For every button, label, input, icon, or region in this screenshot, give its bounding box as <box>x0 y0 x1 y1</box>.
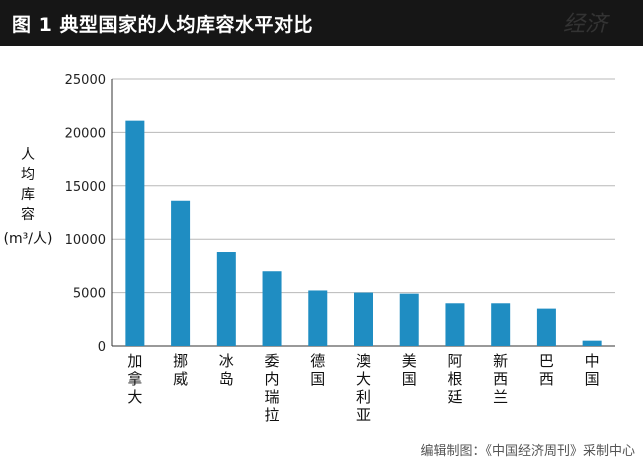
source-credit: 编辑制图：《中国经济周刊》采制中心 <box>420 440 635 459</box>
y-tick-label: 15000 <box>65 180 106 195</box>
x-tick-label: 澳 <box>356 352 371 370</box>
x-tick-label: 委 <box>265 352 280 370</box>
bar <box>583 341 602 346</box>
y-tick-label: 0 <box>98 340 106 355</box>
bar <box>354 293 373 346</box>
x-tick-label: 岛 <box>219 370 234 388</box>
x-tick-label: 阿 <box>447 352 462 370</box>
bar <box>308 290 327 346</box>
bar-chart: 0500010000150002000025000加拿大挪威冰岛委内瑞拉德国澳大… <box>0 0 643 465</box>
y-tick-label: 25000 <box>65 73 106 88</box>
bar <box>263 271 282 346</box>
x-tick-label: 大 <box>127 388 142 406</box>
bar <box>217 252 236 346</box>
bar <box>537 309 556 346</box>
x-tick-label: 瑞 <box>265 388 280 406</box>
x-tick-label: 根 <box>447 370 462 388</box>
x-tick-label: 中 <box>585 352 600 370</box>
x-tick-label: 威 <box>173 370 188 388</box>
x-tick-label: 国 <box>310 370 325 388</box>
y-tick-label: 10000 <box>65 233 106 248</box>
x-tick-label: 加 <box>127 352 142 370</box>
x-tick-label: 国 <box>402 370 417 388</box>
x-tick-label: 巴 <box>539 352 554 370</box>
bar <box>125 121 144 346</box>
bar <box>491 303 510 346</box>
x-tick-label: 兰 <box>493 388 508 406</box>
bar <box>171 201 190 346</box>
x-tick-label: 利 <box>356 388 371 406</box>
x-tick-label: 廷 <box>447 388 462 406</box>
x-tick-label: 拿 <box>127 370 142 388</box>
x-tick-label: 内 <box>265 370 280 388</box>
x-tick-label: 挪 <box>173 352 188 370</box>
x-tick-label: 西 <box>493 370 508 388</box>
x-tick-label: 大 <box>356 370 371 388</box>
x-tick-label: 拉 <box>265 406 280 424</box>
x-tick-label: 美 <box>402 352 417 370</box>
y-tick-label: 20000 <box>65 126 106 141</box>
y-tick-label: 5000 <box>73 287 106 302</box>
x-tick-label: 西 <box>539 370 554 388</box>
x-tick-label: 冰 <box>219 352 234 370</box>
x-tick-label: 国 <box>585 370 600 388</box>
bar <box>400 294 419 346</box>
x-tick-label: 德 <box>310 352 325 370</box>
bar <box>445 303 464 346</box>
x-tick-label: 亚 <box>356 406 371 424</box>
x-tick-label: 新 <box>493 352 508 370</box>
